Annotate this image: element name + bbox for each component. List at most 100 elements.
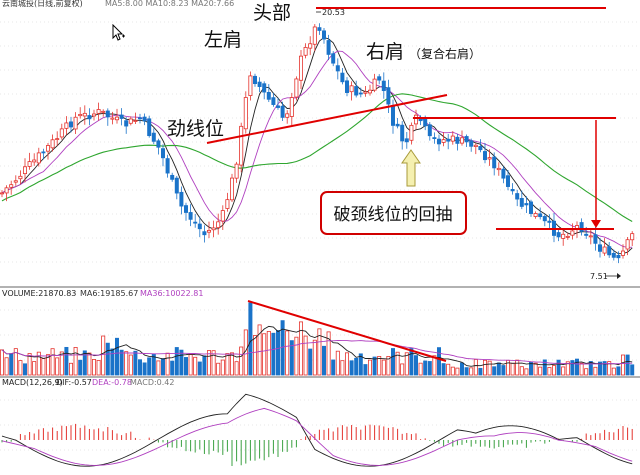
volume-bar (13, 348, 18, 376)
candle-body (87, 115, 92, 120)
candle-body (441, 139, 446, 143)
volume-bar (354, 357, 359, 376)
volume-bar (41, 358, 46, 376)
volume-bar (119, 349, 124, 376)
candle-body (482, 151, 487, 161)
candle-body (570, 230, 575, 236)
volume-bar (331, 359, 336, 376)
volume-bar (142, 362, 147, 376)
volume-bar (565, 361, 570, 376)
volume-bar (170, 360, 175, 376)
volume-bar (436, 347, 441, 376)
volume-bar (432, 355, 437, 376)
candle-body (46, 145, 51, 152)
candle-body (308, 43, 313, 49)
candle-body (547, 220, 552, 223)
volume-bar (427, 361, 432, 376)
volume-bar (36, 351, 41, 376)
candle-body (257, 81, 262, 87)
candle-body (4, 187, 9, 194)
candle-body (358, 92, 363, 95)
candle-body (515, 193, 520, 200)
candle-body (193, 221, 198, 224)
volume-bar (289, 340, 294, 376)
candle-body (188, 212, 193, 220)
volume-bar (87, 352, 92, 376)
volume-bar (542, 359, 547, 376)
volume-bar (64, 346, 69, 376)
volume-bar (390, 348, 395, 376)
volume-moving-averages (1, 325, 633, 367)
candle-body (285, 113, 290, 118)
candle-body (115, 116, 120, 121)
candle-body (340, 72, 345, 83)
volume-bar (575, 358, 580, 376)
candle-body (216, 221, 221, 228)
candle-body (519, 198, 524, 207)
candle-body (174, 177, 179, 194)
volume-bar (128, 354, 133, 376)
candle-body (289, 97, 294, 117)
volume-bar (4, 357, 9, 376)
volume-bar (285, 330, 290, 376)
volume-bar (409, 348, 414, 376)
volume-bar (616, 366, 621, 376)
volume-bar (92, 359, 97, 376)
volume-bar (372, 356, 377, 376)
volume-bar (225, 353, 230, 376)
volume-bar (441, 363, 446, 376)
candle-body (262, 83, 267, 93)
volume-bar (229, 352, 234, 376)
volume-bar (510, 362, 515, 376)
volume-bar (556, 359, 561, 376)
candle-body (252, 75, 257, 85)
candle-body (133, 120, 138, 122)
volume-bar (386, 355, 391, 376)
volume-bar (298, 321, 303, 376)
volume-bar (515, 359, 520, 376)
volume-bar (321, 345, 326, 376)
candle-body (69, 121, 74, 128)
volume-bar (335, 350, 340, 376)
macd-dif-line (1, 393, 633, 467)
volume-bar (588, 361, 593, 376)
candle-body (413, 114, 418, 125)
mouse-cursor-icon (112, 24, 125, 41)
volume-bar (349, 360, 354, 376)
candle-body (9, 184, 14, 188)
volume-bar (18, 360, 23, 376)
volume-bar (193, 356, 198, 376)
volume-bar (183, 357, 188, 376)
candle-body (13, 180, 18, 183)
neckline (206, 94, 448, 144)
candle-body (556, 232, 561, 238)
volume-bar (137, 359, 142, 376)
candle-body (211, 227, 216, 231)
candle-body (225, 199, 230, 209)
volume-bar (340, 360, 345, 376)
volume-bar (459, 362, 464, 376)
candle-body (73, 116, 78, 130)
candle-body (579, 222, 584, 232)
volume-bar (344, 352, 349, 376)
candle-body (206, 230, 211, 233)
candle-body (377, 76, 382, 81)
candle-body (220, 210, 225, 222)
measure-arrow-head (591, 220, 601, 228)
candlesticks (0, 23, 635, 264)
volume-bar (9, 353, 14, 376)
volume-bar (547, 367, 552, 376)
volume-bar (124, 351, 129, 376)
candle-body (367, 89, 372, 94)
candle-body (271, 97, 276, 105)
candle-body (50, 139, 55, 149)
volume-bar (151, 353, 156, 376)
candle-body (372, 78, 377, 91)
right-shoulder-label: 右肩 (366, 41, 404, 63)
volume-ma36-line (1, 339, 633, 365)
candle-body (202, 231, 207, 236)
candle-body (607, 246, 612, 256)
volume-bar (317, 328, 322, 376)
candle-body (386, 87, 391, 105)
